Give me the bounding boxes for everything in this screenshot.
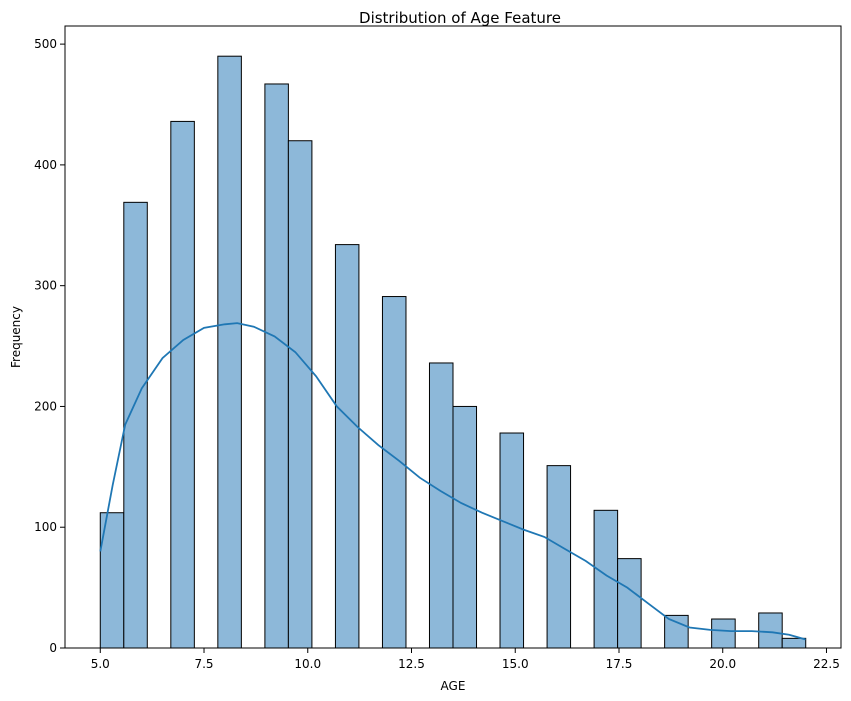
x-tick-label: 22.5	[813, 657, 840, 671]
x-axis-ticks: 5.0 7.5 10.0 12.5 15.0 17.5 20.0 22.5	[91, 648, 840, 671]
histogram-bar-4	[264, 83, 289, 649]
y-axis-ticks: 0 100 200 300 400 500	[34, 37, 65, 655]
histogram-bar-9	[452, 405, 478, 649]
y-tick-label: 0	[49, 641, 57, 655]
histogram-bar-17	[781, 637, 807, 649]
y-tick-label: 500	[34, 37, 57, 51]
x-tick-label: 10.0	[294, 657, 321, 671]
y-axis-label: Frequency	[9, 306, 23, 368]
plot-frame	[64, 25, 842, 649]
x-tick-label: 12.5	[398, 657, 425, 671]
histogram-bar-14	[664, 614, 689, 649]
x-tick-label: 17.5	[606, 657, 633, 671]
plot-area: 5.0 7.5 10.0 12.5 15.0 17.5 20.0 22.5 0 100 200 30…	[34, 25, 842, 671]
histogram-bar-7	[381, 296, 407, 649]
y-tick-label: 100	[34, 520, 57, 534]
y-tick-label: 400	[34, 158, 57, 172]
histogram-bar-6	[334, 244, 360, 649]
histogram-bar-2	[170, 120, 195, 649]
x-tick-label: 5.0	[91, 657, 110, 671]
histogram-bar-10	[499, 432, 525, 649]
histogram-bar-16	[758, 612, 783, 649]
histogram-bar-5	[287, 140, 313, 649]
kde-curve-line	[99, 322, 806, 641]
chart-title: Distribution of Age Feature	[359, 9, 561, 27]
x-tick-label: 7.5	[194, 657, 213, 671]
histogram-bar-15	[711, 618, 736, 649]
y-tick-label: 200	[34, 399, 57, 413]
histogram-bar-13	[617, 558, 642, 649]
y-tick-label: 300	[34, 279, 57, 293]
x-tick-label: 20.0	[709, 657, 736, 671]
histogram-bar-8	[428, 362, 454, 649]
histogram-bar-3	[217, 55, 242, 649]
bars-group	[99, 55, 807, 649]
histogram-bar-11	[546, 465, 572, 649]
histogram-bar-1	[123, 201, 148, 649]
x-tick-label: 15.0	[502, 657, 529, 671]
x-axis-label: AGE	[441, 679, 466, 693]
